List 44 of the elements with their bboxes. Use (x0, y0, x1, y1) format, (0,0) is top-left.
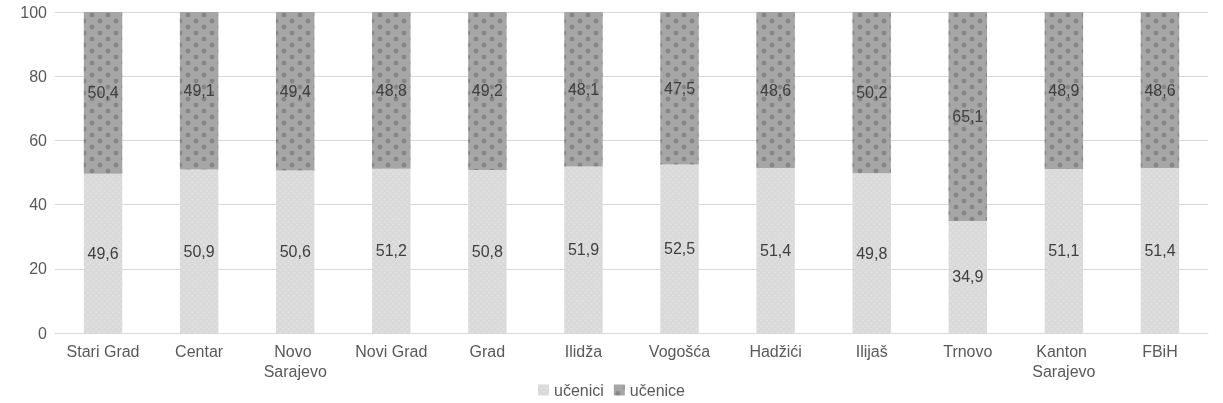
data-label: 50,8 (471, 242, 504, 260)
data-label: 65,1 (952, 107, 984, 125)
x-tick-label: Ilidža (564, 342, 603, 360)
data-label: 49,8 (856, 244, 888, 262)
x-tick-label: FBiH (1142, 342, 1178, 360)
legend-label: učenici (554, 381, 604, 399)
y-tick-label: 0 (38, 324, 48, 342)
y-tick-label: 100 (20, 3, 48, 21)
data-label: 50,4 (87, 84, 119, 102)
data-label: 50,6 (279, 243, 311, 261)
x-tick-label: Grad (469, 342, 506, 360)
data-label: 48,6 (1144, 81, 1176, 99)
data-label: 49,4 (279, 82, 311, 100)
y-tick-label: 80 (29, 67, 48, 85)
x-tick-label: Centar (175, 342, 224, 360)
data-label: 49,1 (183, 82, 215, 100)
data-label: 50,9 (183, 242, 215, 260)
x-tick-label: Novo Sarajevo (263, 342, 327, 380)
x-tick-label: Ilijaš (855, 342, 888, 360)
x-tick-label: Stari Grad (66, 342, 140, 360)
y-tick-label: 20 (29, 260, 48, 278)
data-label: 48,9 (1048, 81, 1080, 99)
data-label: 49,6 (87, 244, 119, 262)
data-label: 34,9 (952, 268, 984, 286)
data-label: 51,4 (760, 242, 792, 259)
data-label: 48,8 (375, 81, 407, 99)
x-tick-label: Vogošća (648, 342, 711, 360)
x-tick-label: Hadžići (749, 342, 802, 360)
y-tick-label: 40 (29, 196, 48, 214)
data-label: 51,1 (1048, 242, 1080, 260)
data-label: 47,5 (663, 79, 696, 97)
data-label: 52,5 (663, 240, 696, 258)
legend-label: učenice (629, 381, 686, 399)
data-label: 51,9 (567, 241, 600, 259)
x-tick-label: Trnovo (943, 342, 993, 360)
data-label: 51,4 (1144, 242, 1176, 259)
data-label: 48,6 (760, 81, 792, 99)
data-label: 51,2 (375, 242, 407, 260)
data-label: 50,2 (856, 84, 888, 102)
data-label: 48,1 (567, 80, 600, 98)
y-tick-label: 60 (29, 131, 48, 149)
x-tick-label: Kanton Sarajevo (1032, 342, 1096, 380)
x-tick-label: Novi Grad (355, 342, 428, 360)
data-label: 49,2 (471, 82, 504, 100)
